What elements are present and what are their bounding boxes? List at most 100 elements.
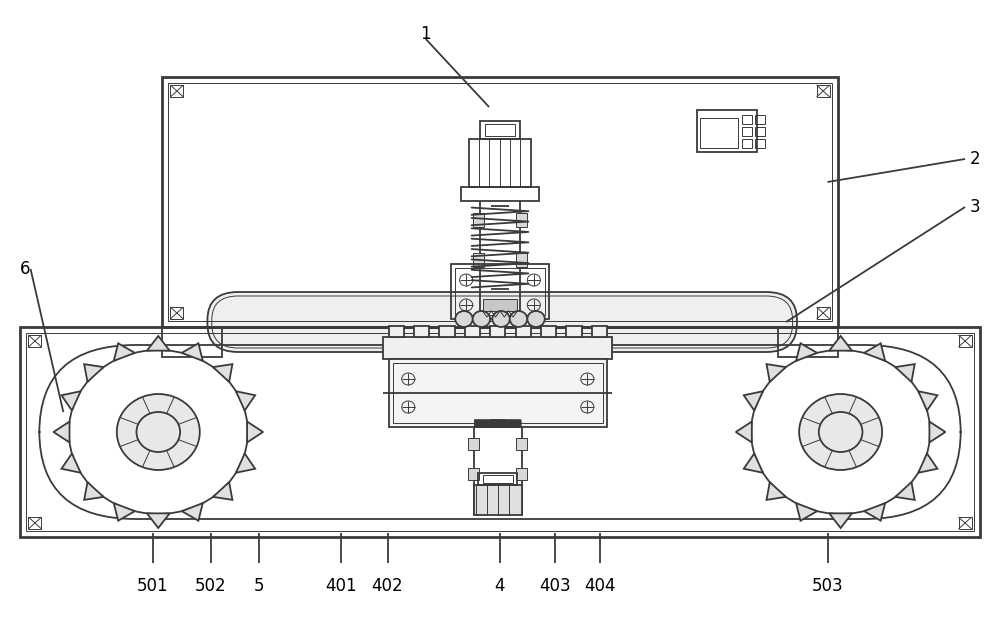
Polygon shape [918, 454, 937, 473]
Circle shape [819, 412, 862, 452]
Bar [389, 359, 607, 427]
Bar [439, 326, 455, 337]
Polygon shape [213, 364, 232, 382]
Bar [414, 326, 429, 337]
Polygon shape [864, 503, 885, 520]
Bar [817, 85, 830, 97]
Polygon shape [213, 482, 232, 500]
Polygon shape [84, 364, 104, 382]
Text: 6: 6 [20, 260, 30, 278]
Polygon shape [736, 422, 752, 443]
Bar [490, 326, 505, 337]
Polygon shape [247, 422, 263, 443]
Polygon shape [147, 513, 170, 528]
Polygon shape [829, 513, 852, 528]
Circle shape [117, 394, 200, 470]
Polygon shape [796, 503, 817, 520]
Bar [755, 139, 765, 148]
Polygon shape [114, 503, 135, 520]
Polygon shape [182, 503, 203, 520]
Bar [465, 326, 480, 337]
Bar [170, 307, 183, 319]
Text: 3: 3 [969, 198, 980, 216]
Circle shape [136, 412, 180, 452]
Bar [20, 327, 980, 537]
Bar [473, 213, 484, 227]
Polygon shape [61, 391, 81, 410]
Bar [566, 326, 582, 337]
Polygon shape [236, 454, 255, 473]
Bar [468, 468, 479, 480]
Bar [162, 77, 838, 327]
Bar [755, 115, 765, 124]
Polygon shape [829, 336, 852, 350]
Circle shape [510, 311, 527, 327]
Bar [393, 363, 603, 423]
Text: 4: 4 [495, 577, 505, 595]
Text: 401: 401 [325, 577, 356, 595]
Bar [516, 468, 527, 480]
Bar [516, 326, 531, 337]
Bar [516, 438, 527, 450]
Bar [480, 121, 520, 139]
Text: 402: 402 [372, 577, 403, 595]
Bar [26, 333, 974, 531]
Bar [778, 327, 838, 357]
Polygon shape [929, 422, 945, 443]
Bar [592, 326, 607, 337]
Bar [755, 127, 765, 136]
Bar [28, 517, 41, 529]
Circle shape [799, 394, 882, 470]
Bar [478, 473, 517, 485]
Text: 403: 403 [539, 577, 570, 595]
Bar [28, 335, 41, 347]
Polygon shape [918, 391, 937, 410]
Bar [959, 517, 972, 529]
Bar [469, 139, 531, 187]
Bar [483, 299, 517, 311]
Bar [742, 115, 752, 124]
Bar [700, 118, 738, 148]
Polygon shape [744, 454, 763, 473]
Polygon shape [84, 482, 104, 500]
Bar [455, 268, 545, 315]
Bar [170, 85, 183, 97]
Text: 501: 501 [137, 577, 169, 595]
Bar [451, 264, 549, 319]
Text: 5: 5 [253, 577, 264, 595]
Bar [162, 327, 222, 357]
Bar [516, 213, 527, 227]
Bar [383, 337, 612, 359]
Bar [516, 253, 527, 267]
Polygon shape [796, 343, 817, 361]
Polygon shape [182, 343, 203, 361]
Circle shape [527, 311, 545, 327]
Bar [742, 127, 752, 136]
Polygon shape [744, 391, 763, 410]
FancyBboxPatch shape [207, 292, 797, 352]
Bar [473, 253, 484, 267]
Bar [485, 124, 515, 136]
Polygon shape [147, 336, 170, 350]
Polygon shape [895, 364, 915, 382]
Bar [817, 307, 830, 319]
Text: 1: 1 [420, 25, 431, 43]
Circle shape [473, 311, 490, 327]
Circle shape [455, 311, 473, 327]
Polygon shape [864, 343, 885, 361]
Polygon shape [767, 364, 786, 382]
Polygon shape [53, 422, 70, 443]
Circle shape [492, 311, 510, 327]
Text: 502: 502 [195, 577, 227, 595]
Polygon shape [236, 391, 255, 410]
Bar [461, 187, 539, 201]
Bar [483, 475, 513, 483]
Bar [168, 83, 832, 321]
Bar [541, 326, 556, 337]
Polygon shape [895, 482, 915, 500]
Polygon shape [114, 343, 135, 361]
Bar [697, 110, 757, 152]
Bar [389, 326, 404, 337]
Bar [742, 139, 752, 148]
Bar [959, 335, 972, 347]
